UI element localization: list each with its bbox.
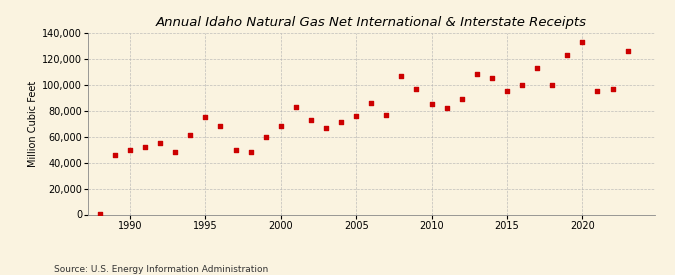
Point — [335, 120, 346, 125]
Point — [275, 124, 286, 128]
Point — [426, 102, 437, 106]
Point — [306, 118, 317, 122]
Point — [456, 97, 467, 101]
Point — [170, 150, 181, 155]
Point — [622, 49, 633, 53]
Title: Annual Idaho Natural Gas Net International & Interstate Receipts: Annual Idaho Natural Gas Net Internation… — [156, 16, 587, 29]
Point — [502, 89, 512, 94]
Point — [381, 112, 392, 117]
Point — [109, 153, 120, 157]
Text: Source: U.S. Energy Information Administration: Source: U.S. Energy Information Administ… — [54, 265, 268, 274]
Point — [245, 150, 256, 155]
Point — [321, 125, 331, 130]
Point — [366, 101, 377, 105]
Point — [200, 115, 211, 119]
Point — [411, 87, 422, 91]
Point — [125, 147, 136, 152]
Point — [396, 74, 407, 78]
Point — [215, 124, 226, 128]
Point — [562, 53, 572, 57]
Point — [487, 76, 497, 81]
Point — [516, 83, 527, 87]
Point — [441, 106, 452, 110]
Point — [592, 89, 603, 94]
Point — [351, 114, 362, 118]
Point — [290, 105, 301, 109]
Point — [95, 212, 105, 216]
Point — [471, 72, 482, 77]
Point — [607, 87, 618, 91]
Point — [230, 147, 241, 152]
Point — [261, 134, 271, 139]
Point — [532, 66, 543, 70]
Point — [577, 40, 588, 44]
Point — [547, 83, 558, 87]
Point — [185, 133, 196, 138]
Y-axis label: Million Cubic Feet: Million Cubic Feet — [28, 81, 38, 167]
Point — [140, 145, 151, 149]
Point — [155, 141, 165, 145]
